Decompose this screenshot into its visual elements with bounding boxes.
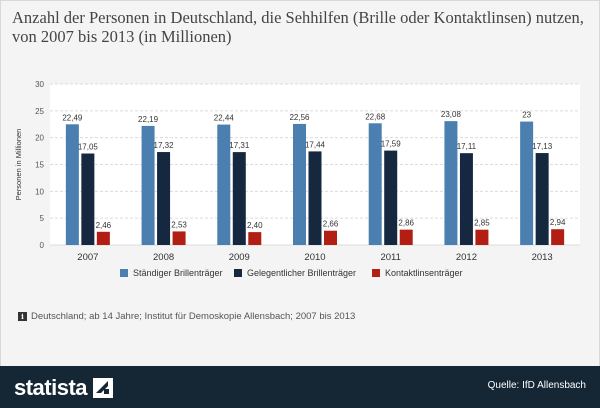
brand-name: statista — [14, 375, 88, 400]
bar-chart: 0 5 10 15 20 25 30 Personen in Millionen 22,49 17… — [14, 80, 580, 278]
bar — [399, 229, 413, 245]
bar — [308, 151, 322, 245]
legend-label: Gelegentlicher Brillenträger — [247, 268, 356, 278]
legend-label: Ständiger Brillenträger — [133, 268, 223, 278]
data-label: 17,59 — [381, 140, 402, 149]
data-label: 17,11 — [457, 142, 477, 151]
y-tick-label: 10 — [35, 187, 44, 196]
bar — [535, 153, 549, 245]
legend-label: Kontaktlinsenträger — [385, 268, 463, 278]
bar — [248, 232, 262, 245]
y-tick-label: 15 — [35, 161, 44, 170]
data-label: 23,08 — [441, 110, 462, 119]
bar — [444, 121, 458, 245]
y-tick-label: 0 — [40, 241, 45, 250]
x-tick-label: 2012 — [456, 252, 477, 263]
data-label: 22,19 — [138, 115, 159, 124]
legend-swatch — [234, 269, 242, 277]
y-axis-label: Personen in Millionen — [14, 129, 23, 201]
y-tick-label: 20 — [35, 134, 44, 143]
data-label: 22,56 — [289, 113, 310, 122]
data-label: 22,49 — [62, 113, 83, 122]
bar — [384, 150, 398, 245]
bar — [232, 152, 246, 245]
data-label: 2,66 — [323, 220, 339, 229]
data-label: 22,68 — [365, 112, 386, 121]
statista-logo[interactable]: statista — [14, 375, 114, 401]
data-label: 17,13 — [532, 142, 553, 151]
x-tick-label: 2007 — [77, 252, 98, 263]
x-tick-label: 2013 — [532, 252, 553, 263]
bar — [368, 123, 382, 245]
legend-swatch — [120, 269, 128, 277]
bar — [475, 229, 489, 245]
data-label: 17,44 — [305, 140, 326, 149]
bar — [217, 124, 231, 245]
chart-title: Anzahl der Personen in Deutschland, die … — [12, 8, 584, 46]
footer-bar: statista Quelle: IfD Allensbach — [0, 366, 600, 408]
x-tick-label: 2011 — [380, 252, 400, 263]
bar — [65, 124, 79, 245]
x-tick-label: 2010 — [304, 252, 325, 263]
data-label: 17,31 — [229, 141, 250, 150]
data-label: 22,44 — [214, 114, 235, 123]
y-tick-label: 30 — [35, 80, 44, 89]
x-tick-label: 2008 — [153, 252, 174, 263]
data-label: 17,05 — [78, 142, 99, 151]
data-label: 2,53 — [171, 220, 187, 229]
bar — [551, 229, 565, 245]
chart-note: i Deutschland; ab 14 Jahre; Institut für… — [18, 311, 355, 322]
data-label: 23 — [522, 111, 531, 120]
data-label: 17,32 — [154, 141, 175, 150]
bar — [81, 153, 95, 245]
bar — [141, 125, 155, 245]
data-label: 2,40 — [247, 221, 263, 230]
source-label: Quelle: IfD Allensbach — [487, 380, 586, 391]
bar — [293, 123, 306, 245]
legend-swatch — [372, 269, 380, 277]
bar — [157, 152, 171, 245]
info-icon: i — [18, 312, 27, 321]
bar — [459, 153, 473, 245]
data-label: 2,94 — [550, 218, 566, 227]
chart-note-text: Deutschland; ab 14 Jahre; Institut für D… — [31, 311, 356, 322]
data-label: 2,46 — [96, 221, 112, 230]
data-label: 2,85 — [474, 219, 490, 228]
bar — [520, 121, 534, 245]
bar — [324, 230, 337, 245]
bar — [96, 231, 110, 245]
y-tick-label: 25 — [35, 107, 44, 116]
y-tick-label: 5 — [40, 214, 45, 223]
data-label: 2,86 — [398, 219, 414, 228]
statista-logo-icon — [93, 378, 114, 398]
x-tick-label: 2009 — [229, 252, 250, 263]
bar — [172, 231, 186, 245]
